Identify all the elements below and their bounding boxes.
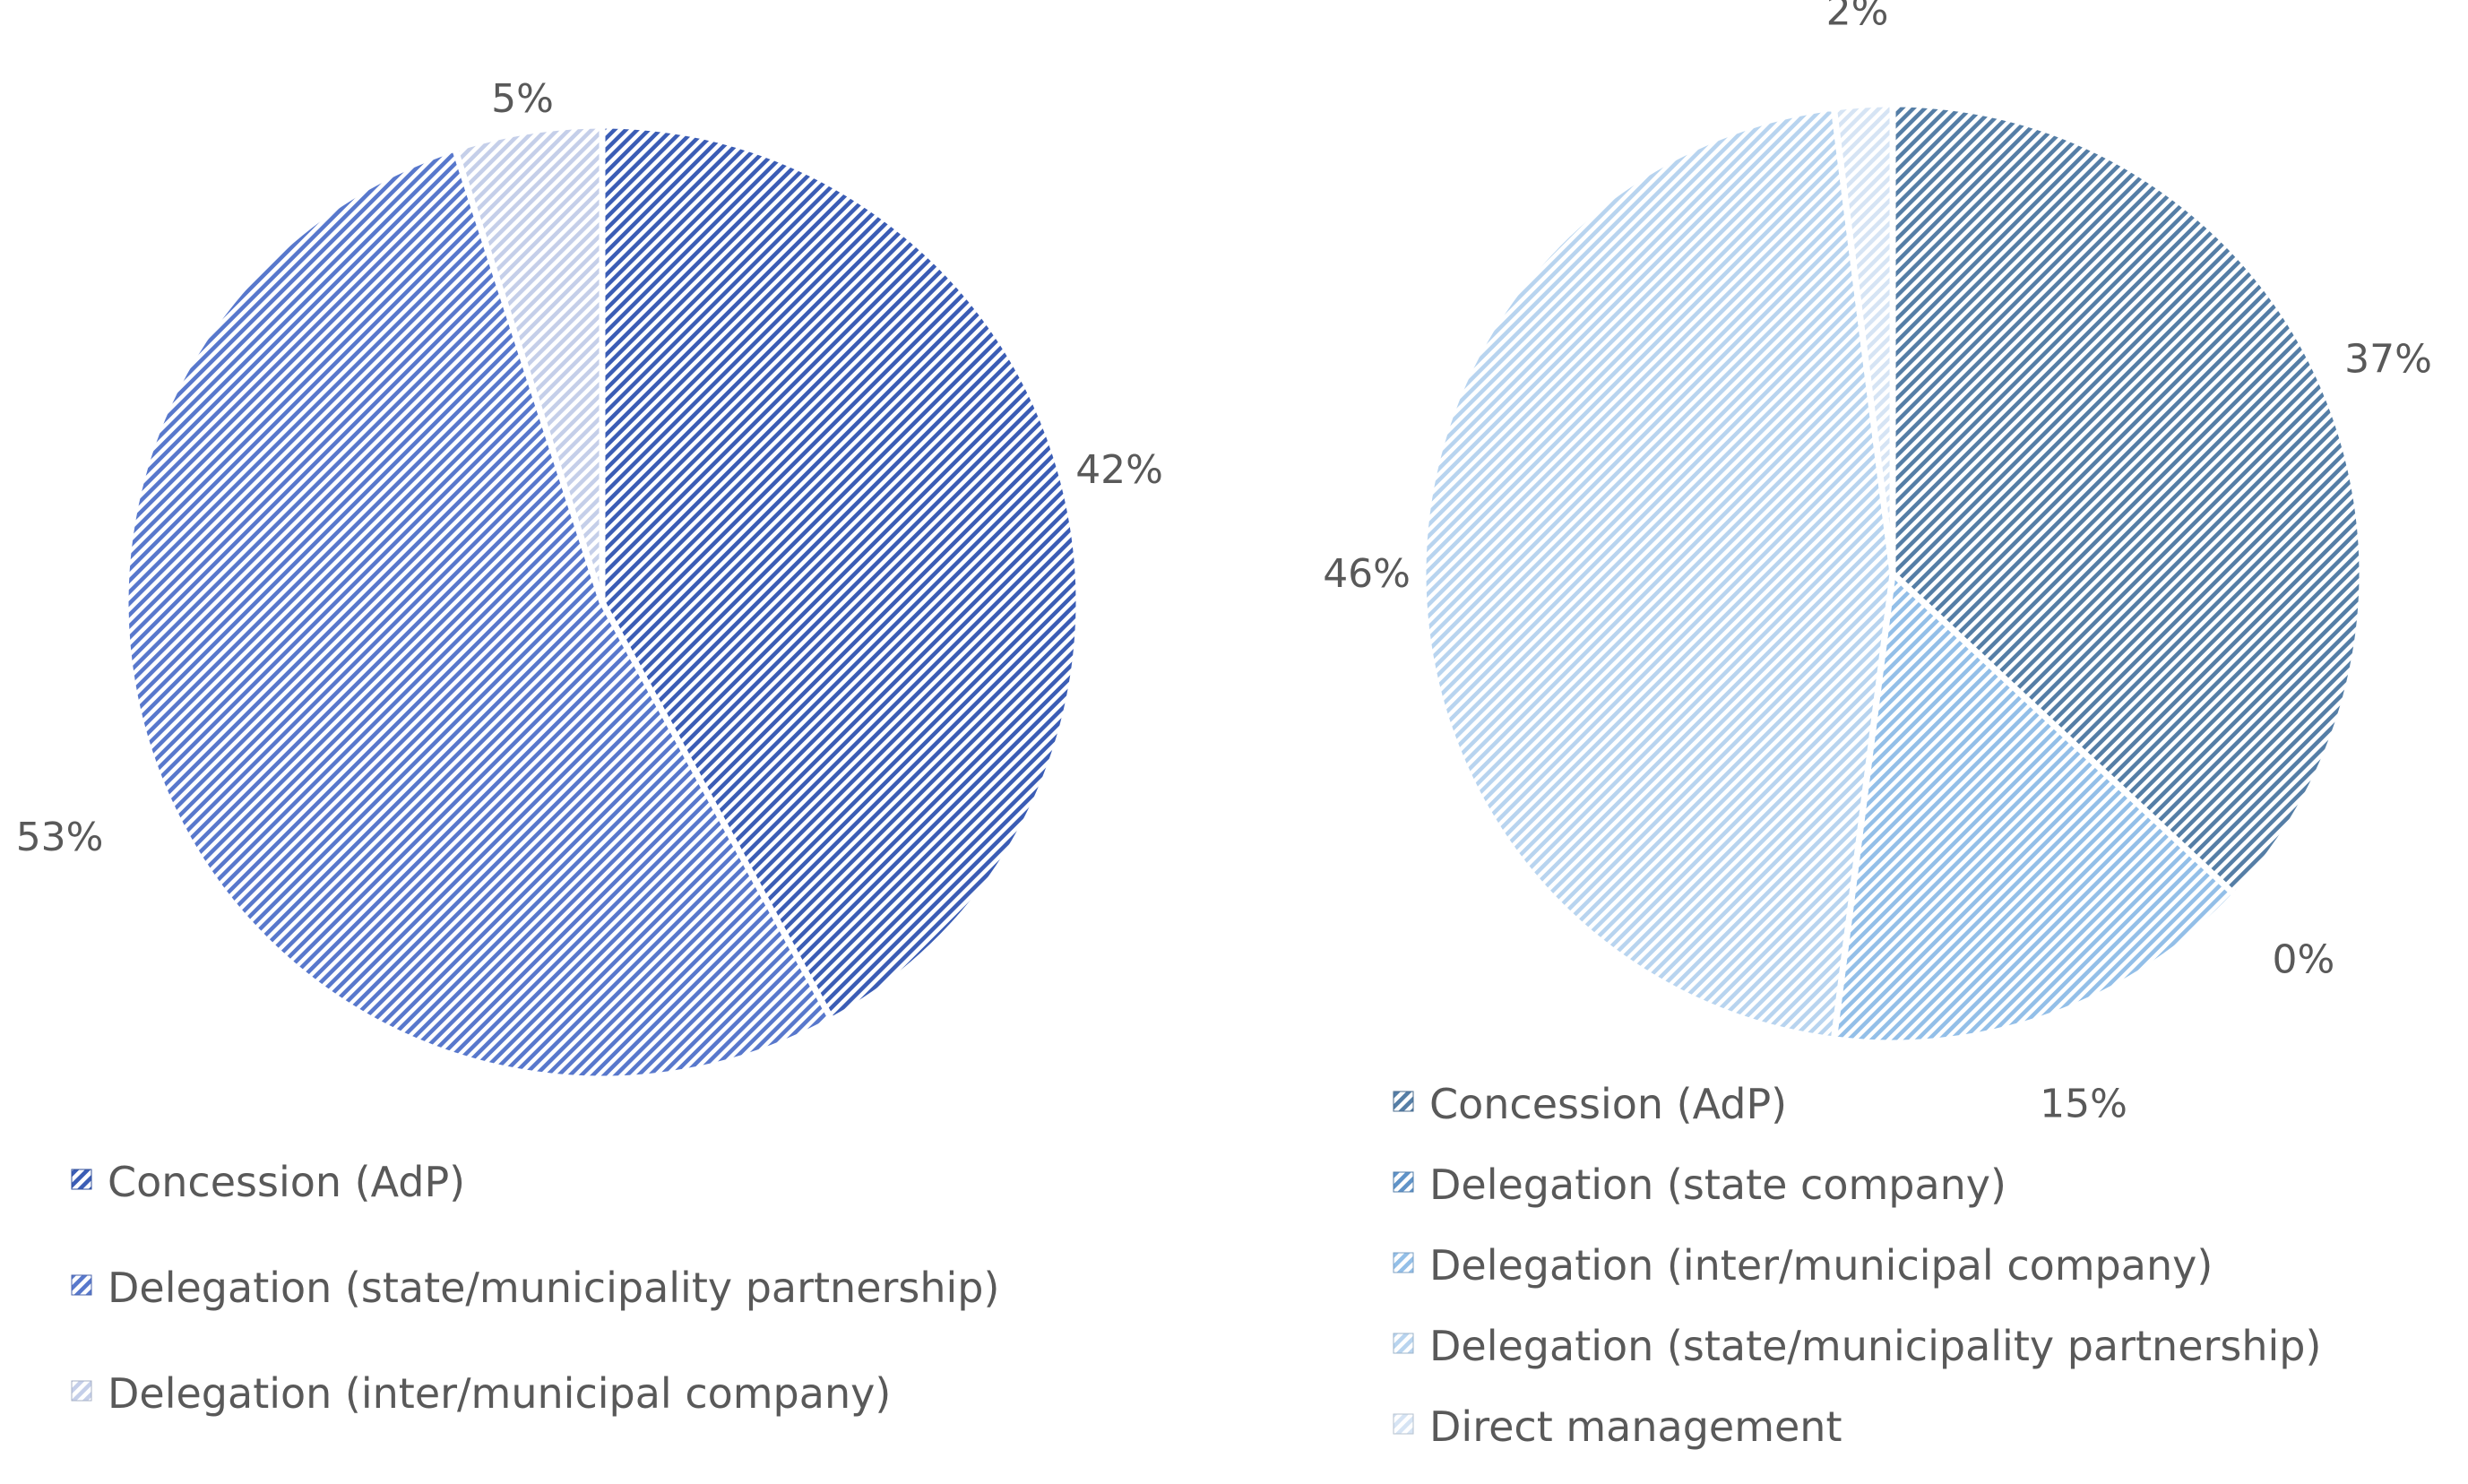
legend-item-delegation-inter-municipal-company: Delegation (inter/municipal company): [1393, 1241, 2213, 1290]
legend-label: Direct management: [1429, 1402, 1842, 1451]
legend-item-delegation-inter-municipal-company: Delegation (inter/municipal company): [71, 1369, 891, 1418]
legend-swatch: [1393, 1091, 1414, 1112]
legend-swatch: [71, 1169, 92, 1190]
data-label-direct-management: 2%: [1826, 0, 1889, 34]
slice-delegation-inter-municipal-company: [1830, 570, 2239, 1047]
slice-delegation-state-municipality-partnership: [1420, 104, 1896, 1043]
data-label-delegation-inter-municipal-company: 5%: [491, 76, 554, 122]
legend-right: Concession (AdP) Delegation (state compan…: [1393, 1080, 2321, 1451]
data-label-delegation-state-municipality-partnership: 53%: [16, 815, 104, 860]
data-label-delegation-state-municipality-partnership: 46%: [1323, 551, 1411, 597]
legend-swatch: [1393, 1333, 1414, 1354]
data-label-concession-adp: 37%: [2344, 337, 2432, 383]
legend-item-delegation-state-municipality-partnership: Delegation (state/municipality partnersh…: [1393, 1322, 2321, 1370]
legend-label: Delegation (state company): [1429, 1160, 2006, 1209]
legend-swatch: [1393, 1252, 1414, 1273]
legend-label: Delegation (state/municipality partnersh…: [108, 1264, 999, 1312]
legend-label: Delegation (state/municipality partnersh…: [1429, 1322, 2321, 1370]
legend-swatch: [1393, 1413, 1414, 1435]
slice-concession-adp: [599, 122, 1083, 1023]
legend-label: Concession (AdP): [1429, 1080, 1787, 1128]
slice-direct-management: [1830, 100, 1896, 577]
slice-delegation-inter-municipal-company: [452, 122, 606, 606]
data-label-delegation-state-company: 0%: [2272, 936, 2334, 982]
pie-chart-right: 37% 0% 15% 46% 2%: [1323, 0, 2432, 1127]
data-label-delegation-inter-municipal-company: 15%: [2040, 1082, 2127, 1127]
legend-label: Delegation (inter/municipal company): [1429, 1241, 2213, 1290]
legend-item-delegation-state-municipality-partnership: Delegation (state/municipality partnersh…: [71, 1264, 999, 1312]
legend-left: Concession (AdP) Delegation (state/munici…: [71, 1158, 999, 1418]
legend-label: Concession (AdP): [108, 1158, 465, 1206]
data-label-concession-adp: 42%: [1075, 447, 1163, 493]
legend-swatch: [1393, 1171, 1414, 1193]
legend-swatch: [71, 1274, 92, 1296]
legend-label: Delegation (inter/municipal company): [108, 1369, 891, 1418]
legend-item-delegation-state-company: Delegation (state company): [1393, 1160, 2006, 1209]
legend-swatch: [71, 1380, 92, 1402]
slice-delegation-state-municipality-partnership: [122, 145, 835, 1083]
legend-item-direct-management: Direct management: [1393, 1402, 1842, 1451]
legend-item-concession-adp: Concession (AdP): [71, 1158, 465, 1206]
slice-concession-adp: [1889, 100, 2366, 899]
pie-chart-left: 42% 53% 5%: [16, 76, 1163, 1083]
legend-item-concession-adp: Concession (AdP): [1393, 1080, 1787, 1128]
